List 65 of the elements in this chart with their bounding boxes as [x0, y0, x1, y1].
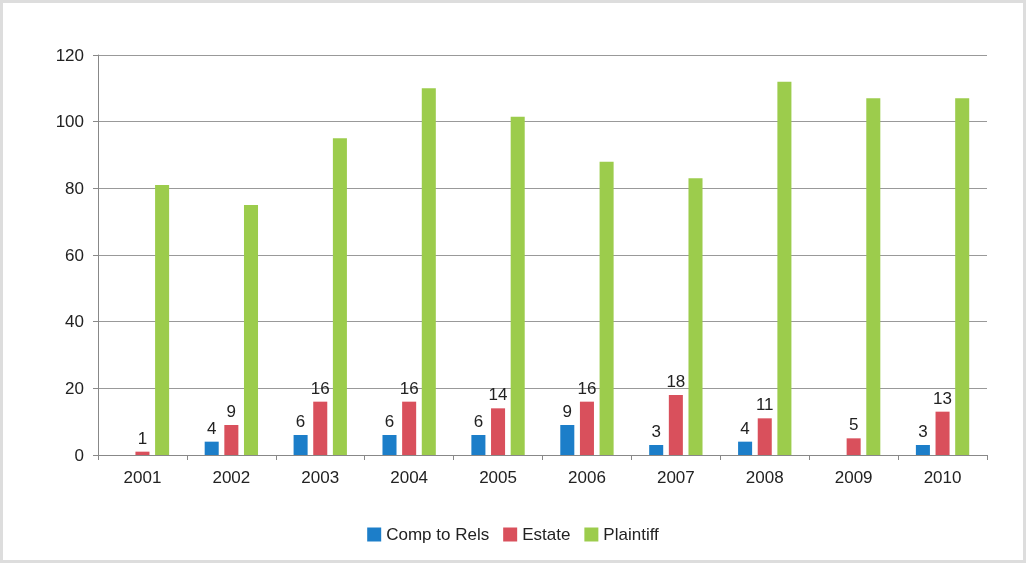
- bar: [738, 441, 753, 455]
- y-tick-label: 20: [65, 378, 84, 398]
- data-label: 3: [651, 422, 661, 441]
- bar: [579, 401, 594, 455]
- bar: [155, 185, 170, 455]
- bar: [777, 81, 792, 455]
- bar: [599, 161, 614, 455]
- legend-label: Estate: [522, 525, 571, 544]
- x-tick-label: 2005: [479, 468, 517, 487]
- y-tick-label: 60: [65, 245, 84, 265]
- data-label: 16: [310, 378, 330, 398]
- bar: [491, 408, 506, 455]
- y-tick-label: 120: [55, 45, 84, 65]
- bar: [955, 98, 970, 455]
- bar: [688, 178, 703, 455]
- x-tick-label: 2006: [568, 468, 606, 487]
- bar: [382, 435, 397, 455]
- legend-label: Comp to Rels: [386, 525, 490, 544]
- x-tick-label: 2009: [834, 468, 873, 487]
- bar: [471, 435, 486, 455]
- data-label: 14: [488, 385, 508, 405]
- x-tick-label: 2010: [923, 468, 962, 487]
- bar: [332, 138, 347, 455]
- x-tick-label: 2001: [123, 468, 162, 487]
- data-label: 3: [918, 422, 928, 441]
- data-label: 6: [384, 412, 395, 431]
- x-tick-label: 2003: [301, 468, 340, 487]
- bar: [846, 438, 861, 455]
- data-label: 16: [577, 378, 597, 398]
- data-label: 5: [848, 415, 859, 435]
- data-label: 6: [295, 412, 306, 431]
- bar: [313, 401, 328, 455]
- legend-label: Plaintiff: [603, 525, 660, 544]
- bar: [866, 98, 881, 455]
- data-label: 4: [740, 418, 750, 438]
- data-label: 6: [473, 412, 484, 431]
- bar: [402, 401, 417, 455]
- bar: [915, 445, 930, 455]
- bar: [293, 435, 308, 455]
- data-label: 16: [399, 378, 419, 398]
- data-label: 4: [206, 418, 217, 438]
- x-tick-label: 2004: [390, 468, 429, 487]
- data-label: 18: [666, 372, 686, 391]
- bar: [560, 425, 575, 455]
- x-tick-label: 2002: [212, 468, 251, 487]
- data-label: 9: [226, 402, 237, 421]
- y-tick-label: 0: [74, 445, 84, 465]
- y-tick-label: 80: [65, 178, 84, 198]
- bar: [421, 88, 436, 455]
- y-tick-label: 40: [65, 312, 84, 332]
- bar: [224, 425, 239, 455]
- data-label: 1: [137, 428, 148, 448]
- bar: [510, 116, 525, 455]
- bar: [204, 441, 219, 455]
- x-tick-label: 2007: [656, 468, 695, 487]
- x-tick-label: 2008: [745, 468, 784, 487]
- data-label: 13: [933, 388, 953, 408]
- bar: [668, 395, 683, 455]
- bar: [935, 411, 950, 455]
- bar: [757, 418, 772, 455]
- bar: [243, 205, 259, 455]
- y-tick-label: 100: [55, 112, 84, 132]
- bar: [649, 445, 664, 455]
- data-label: 9: [562, 402, 573, 421]
- data-label: 11: [755, 395, 774, 415]
